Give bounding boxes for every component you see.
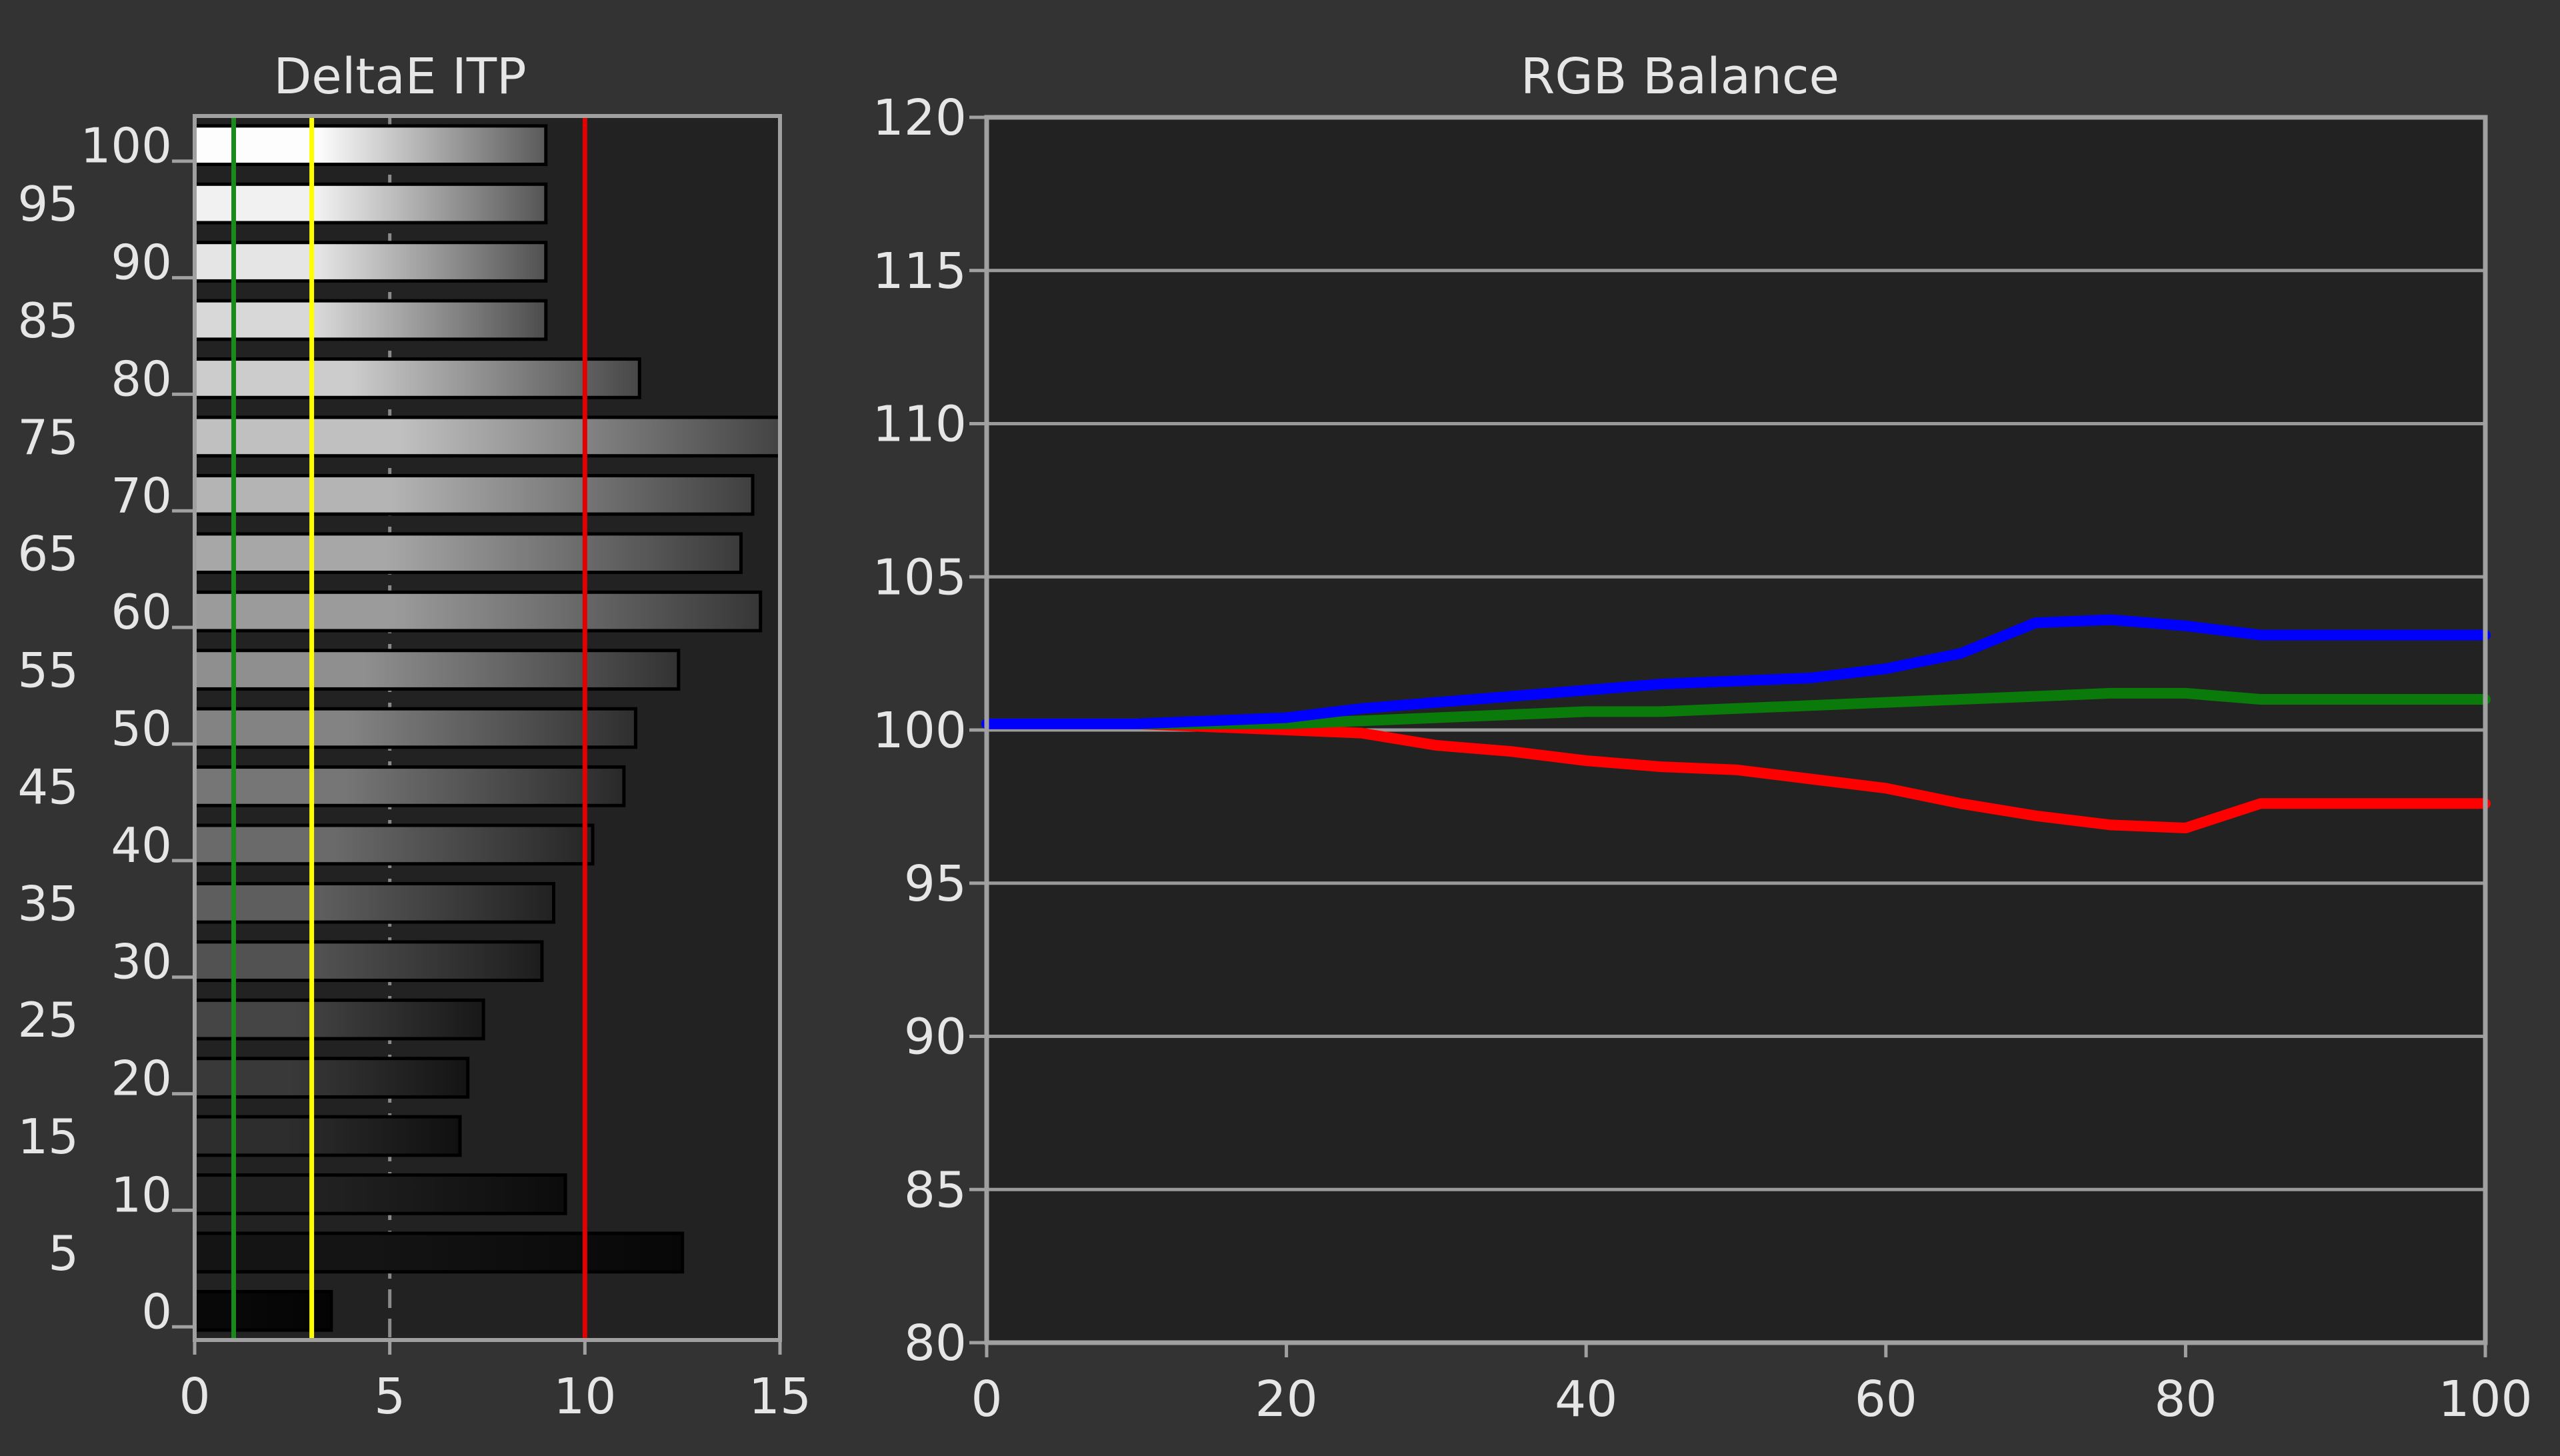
deltae-y-tick-label: 95 (17, 176, 79, 232)
rgb-x-tick-label: 20 (1255, 1371, 1318, 1428)
rgb-x-tick-label: 80 (2154, 1371, 2217, 1428)
deltae-bar (193, 1173, 567, 1215)
rgb-y-tick-label: 100 (873, 702, 967, 759)
deltae-y-tick-label: 70 (111, 467, 172, 523)
deltae-bar (193, 1289, 333, 1332)
deltae-y-tick-label: 30 (111, 934, 172, 990)
deltae-bar (193, 1115, 462, 1157)
rgb-y-tick-label: 85 (904, 1161, 967, 1219)
deltae-y-tick-label: 15 (17, 1109, 79, 1165)
deltae-y-tick-label: 5 (48, 1225, 79, 1281)
deltae-x-tick-label: 15 (749, 1368, 811, 1425)
rgb-y-tick-label: 105 (873, 549, 967, 606)
rgb-y-tick-label: 80 (904, 1315, 967, 1372)
rgb-balance-chart: RGB Balance 80 85 90 95 100 105 110 115 120 0 20 40… (873, 48, 2533, 1428)
deltae-bar (193, 357, 641, 399)
rgb-chart-title: RGB Balance (1521, 48, 1839, 105)
deltae-bar (193, 415, 782, 458)
deltae-bar (193, 998, 485, 1041)
deltae-plot-frame (193, 114, 782, 1342)
deltae-bar (193, 881, 556, 924)
rgb-series-line-blue (981, 614, 2491, 729)
deltae-bar (193, 299, 548, 341)
rgb-x-tick-label: 40 (1555, 1371, 1617, 1428)
deltae-bar (193, 182, 548, 225)
deltae-x-tick-label: 10 (553, 1368, 616, 1425)
deltae-y-tick-label: 0 (141, 1283, 172, 1339)
deltae-y-tick-label: 10 (111, 1167, 172, 1223)
deltae-y-tick-label: 100 (81, 118, 172, 174)
deltae-bar (193, 649, 681, 691)
deltae-y-tick-label: 75 (17, 409, 79, 465)
deltae-chart-title: DeltaE ITP (273, 48, 526, 105)
deltae-bar (193, 473, 755, 516)
deltae-bar (193, 124, 548, 167)
rgb-y-tick-label: 90 (904, 1009, 967, 1066)
deltae-y-tick-label: 25 (17, 992, 79, 1048)
rgb-plot-area: 80 85 90 95 100 105 110 115 120 0 20 40 60 80 100 (873, 89, 2533, 1428)
rgb-y-tick-label: 115 (873, 243, 967, 300)
deltae-y-tick-label: 50 (111, 701, 172, 757)
rgb-x-tick-label: 60 (1855, 1371, 1917, 1428)
deltae-bar (193, 823, 595, 866)
deltae-y-tick-label: 60 (111, 584, 172, 640)
deltae-y-tick-label: 45 (17, 759, 79, 815)
deltae-y-tick-label: 80 (111, 351, 172, 407)
deltae-bar (193, 532, 743, 575)
deltae-y-tick-label: 65 (17, 526, 79, 582)
deltae-plot-area: 0510152025303540455055606570758085909510… (17, 114, 811, 1425)
rgb-plot-frame (984, 115, 2488, 1345)
deltae-x-tick-label: 5 (374, 1368, 405, 1425)
deltae-x-tick-label: 0 (179, 1368, 210, 1425)
deltae-itp-chart: DeltaE ITP 05101520253035404550556065707… (17, 48, 811, 1425)
deltae-bar (193, 590, 763, 633)
rgb-y-tick-label: 120 (873, 89, 967, 147)
deltae-bar (193, 1231, 685, 1274)
deltae-y-tick-label: 35 (17, 875, 79, 931)
rgb-x-tick-label: 100 (2438, 1371, 2532, 1428)
deltae-y-tick-label: 40 (111, 817, 172, 873)
deltae-y-tick-label: 90 (111, 235, 172, 291)
deltae-y-tick-label: 85 (17, 293, 79, 349)
deltae-bar (193, 765, 626, 807)
rgb-y-tick-label: 95 (904, 855, 967, 913)
rgb-x-tick-label: 0 (971, 1371, 1002, 1428)
deltae-bar (193, 940, 544, 983)
deltae-y-tick-label: 20 (111, 1051, 172, 1107)
deltae-y-tick-label: 55 (17, 643, 79, 699)
rgb-y-tick-label: 110 (873, 396, 967, 453)
deltae-bar (193, 707, 637, 749)
deltae-bar (193, 241, 548, 283)
